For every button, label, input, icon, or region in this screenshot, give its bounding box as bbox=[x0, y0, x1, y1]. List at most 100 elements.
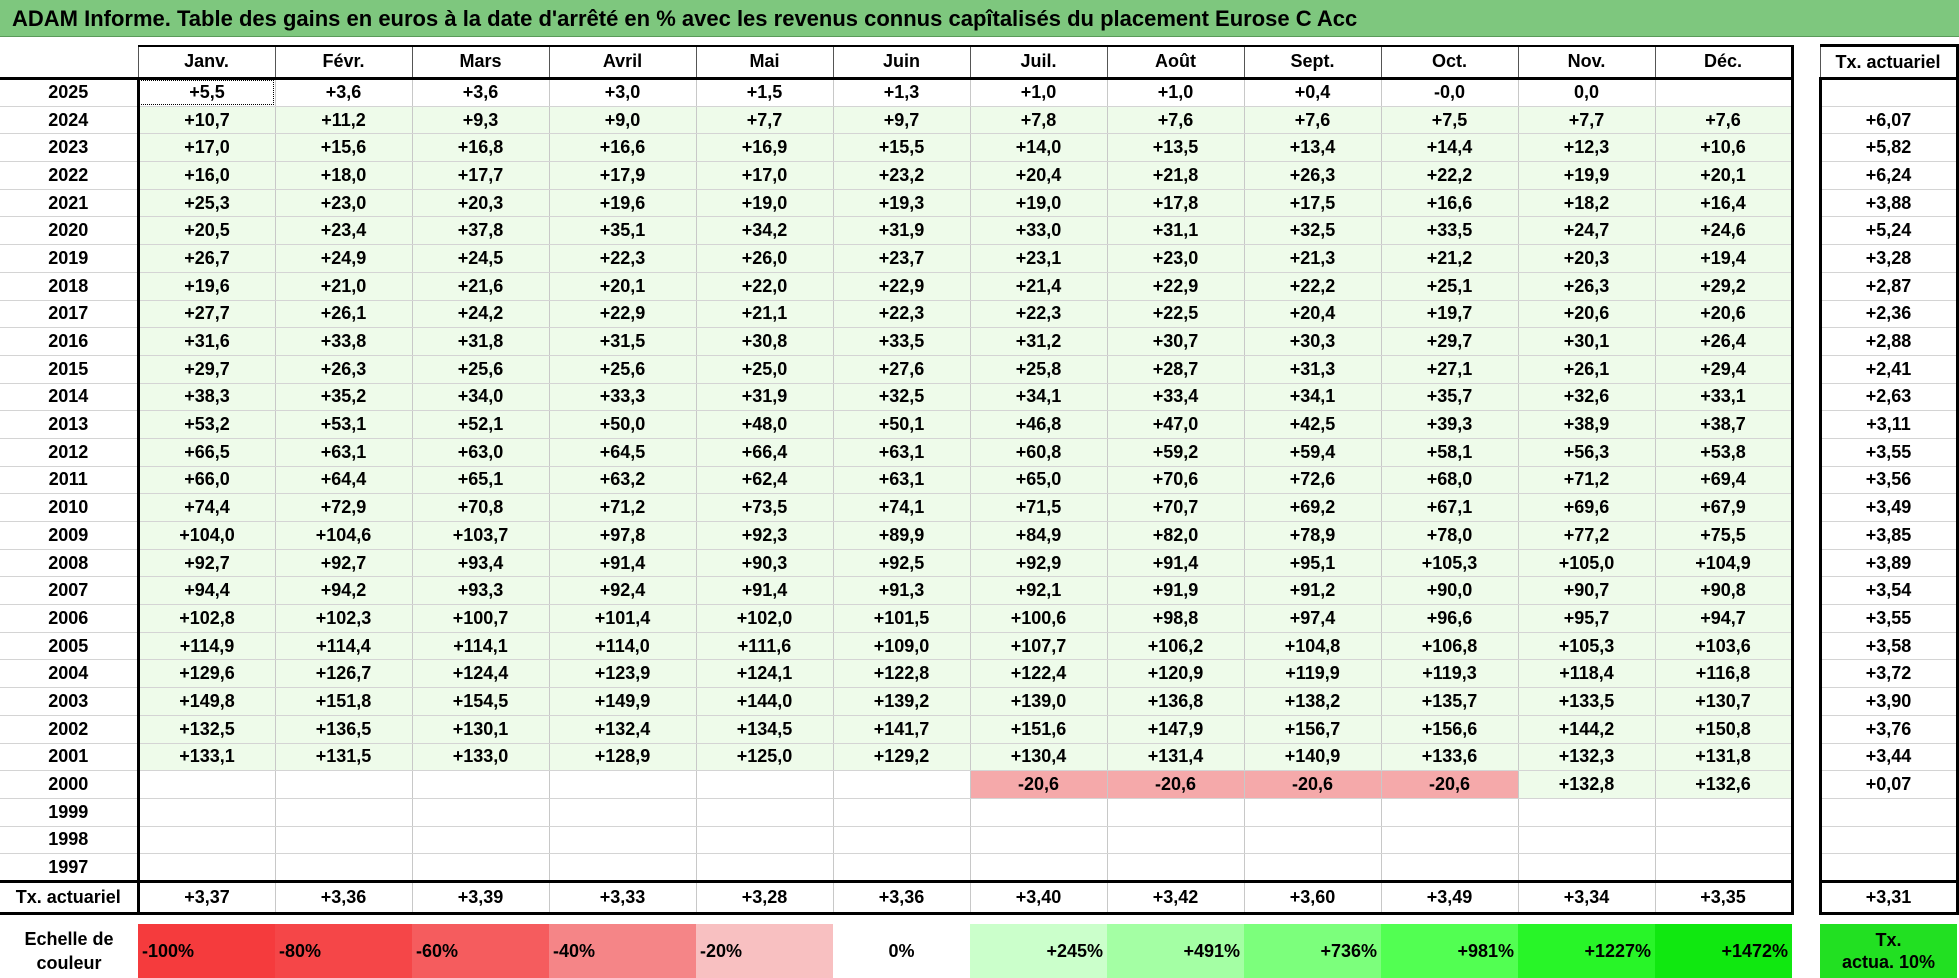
gain-cell[interactable]: +105,3 bbox=[1380, 549, 1518, 578]
gain-cell[interactable]: +141,7 bbox=[832, 715, 970, 744]
gain-cell[interactable]: +125,0 bbox=[695, 743, 833, 772]
gain-cell[interactable]: +151,6 bbox=[969, 715, 1107, 744]
gain-cell[interactable] bbox=[1654, 826, 1794, 855]
gain-cell[interactable]: +31,5 bbox=[548, 327, 696, 356]
gain-cell[interactable]: +23,0 bbox=[274, 189, 412, 218]
gain-cell[interactable]: +106,2 bbox=[1106, 632, 1244, 661]
gain-cell[interactable]: +25,6 bbox=[548, 355, 696, 384]
gain-cell[interactable]: +9,3 bbox=[411, 106, 549, 135]
footer-tx-cell[interactable]: +3,33 bbox=[548, 879, 696, 915]
tx-cell[interactable]: +6,07 bbox=[1818, 106, 1959, 135]
gain-cell[interactable]: +70,6 bbox=[1106, 466, 1244, 495]
gain-cell[interactable]: +19,4 bbox=[1654, 244, 1794, 273]
gain-cell[interactable]: +31,6 bbox=[136, 327, 275, 356]
gain-cell[interactable] bbox=[411, 826, 549, 855]
gain-cell[interactable] bbox=[548, 798, 696, 827]
gain-cell[interactable]: +114,4 bbox=[274, 632, 412, 661]
gain-cell[interactable]: +74,4 bbox=[136, 493, 275, 522]
gain-cell[interactable]: +7,7 bbox=[1517, 106, 1655, 135]
gain-cell[interactable]: +111,6 bbox=[695, 632, 833, 661]
gain-cell[interactable]: +11,2 bbox=[274, 106, 412, 135]
gain-cell[interactable]: +37,8 bbox=[411, 216, 549, 246]
gain-cell[interactable]: +123,9 bbox=[548, 659, 696, 689]
gain-cell[interactable]: +23,0 bbox=[1106, 244, 1244, 273]
gain-cell[interactable] bbox=[274, 770, 412, 799]
gain-cell[interactable]: +63,0 bbox=[411, 438, 549, 467]
gain-cell[interactable]: +26,7 bbox=[136, 244, 275, 273]
gain-cell[interactable]: +5,5 bbox=[136, 78, 275, 107]
gain-cell[interactable]: +20,5 bbox=[136, 216, 275, 246]
tx-cell[interactable]: +3,90 bbox=[1818, 687, 1959, 716]
gain-cell[interactable]: +59,4 bbox=[1243, 438, 1381, 467]
gain-cell[interactable]: +46,8 bbox=[969, 410, 1107, 439]
gain-cell[interactable] bbox=[695, 826, 833, 855]
gain-cell[interactable]: +92,1 bbox=[969, 576, 1107, 606]
gain-cell[interactable]: +124,1 bbox=[695, 659, 833, 689]
gain-cell[interactable]: +33,5 bbox=[1380, 216, 1518, 246]
gain-cell[interactable]: +90,8 bbox=[1654, 576, 1794, 606]
gain-cell[interactable]: +19,9 bbox=[1517, 161, 1655, 190]
tx-cell[interactable]: +3,88 bbox=[1818, 189, 1959, 218]
gain-cell[interactable]: +31,1 bbox=[1106, 216, 1244, 246]
gain-cell[interactable]: +19,7 bbox=[1380, 300, 1518, 329]
tx-cell[interactable]: +0,07 bbox=[1818, 770, 1959, 799]
gain-cell[interactable] bbox=[1106, 853, 1244, 882]
gain-cell[interactable]: +29,7 bbox=[1380, 327, 1518, 356]
gain-cell[interactable] bbox=[1380, 826, 1518, 855]
gain-cell[interactable] bbox=[1243, 798, 1381, 827]
gain-cell[interactable]: +29,7 bbox=[136, 355, 275, 384]
gain-cell[interactable]: +26,3 bbox=[274, 355, 412, 384]
gain-cell[interactable]: +133,0 bbox=[411, 743, 549, 772]
gain-cell[interactable]: +26,3 bbox=[1517, 272, 1655, 301]
gain-cell[interactable]: +31,9 bbox=[832, 216, 970, 246]
gain-cell[interactable]: +89,9 bbox=[832, 521, 970, 550]
gain-cell[interactable]: +149,9 bbox=[548, 687, 696, 716]
gain-cell[interactable] bbox=[969, 798, 1107, 827]
tx-cell[interactable]: +3,58 bbox=[1818, 632, 1959, 661]
gain-cell[interactable]: +20,1 bbox=[548, 272, 696, 301]
gain-cell[interactable]: +30,1 bbox=[1517, 327, 1655, 356]
tx-cell[interactable]: +3,44 bbox=[1818, 743, 1959, 772]
tx-cell[interactable]: +3,55 bbox=[1818, 438, 1959, 467]
gain-cell[interactable]: +72,6 bbox=[1243, 466, 1381, 495]
gain-cell[interactable]: +91,4 bbox=[1106, 549, 1244, 578]
gain-cell[interactable]: +9,0 bbox=[548, 106, 696, 135]
gain-cell[interactable]: +136,5 bbox=[274, 715, 412, 744]
footer-tx-cell[interactable]: +3,40 bbox=[969, 879, 1107, 915]
gain-cell[interactable]: +20,1 bbox=[1654, 161, 1794, 190]
gain-cell[interactable]: +31,2 bbox=[969, 327, 1107, 356]
gain-cell[interactable]: +90,0 bbox=[1380, 576, 1518, 606]
gain-cell[interactable]: +31,3 bbox=[1243, 355, 1381, 384]
gain-cell[interactable]: +7,8 bbox=[969, 106, 1107, 135]
gain-cell[interactable]: +1,3 bbox=[832, 78, 970, 107]
gain-cell[interactable]: -20,6 bbox=[1243, 770, 1381, 799]
gain-cell[interactable]: +17,0 bbox=[136, 133, 275, 163]
gain-cell[interactable]: +1,0 bbox=[1106, 78, 1244, 107]
gain-cell[interactable] bbox=[1243, 826, 1381, 855]
gain-cell[interactable]: +140,9 bbox=[1243, 743, 1381, 772]
gain-cell[interactable]: +69,6 bbox=[1517, 493, 1655, 522]
gain-cell[interactable]: +92,3 bbox=[695, 521, 833, 550]
gain-cell[interactable]: +138,2 bbox=[1243, 687, 1381, 716]
gain-cell[interactable]: +94,4 bbox=[136, 576, 275, 606]
gain-cell[interactable]: +102,3 bbox=[274, 604, 412, 633]
gain-cell[interactable]: +27,6 bbox=[832, 355, 970, 384]
gain-cell[interactable]: 0,0 bbox=[1517, 78, 1655, 107]
gain-cell[interactable]: +114,9 bbox=[136, 632, 275, 661]
gain-cell[interactable]: +102,0 bbox=[695, 604, 833, 633]
gain-cell[interactable]: +94,7 bbox=[1654, 604, 1794, 633]
footer-tx-cell[interactable]: +3,36 bbox=[274, 879, 412, 915]
gain-cell[interactable]: +100,6 bbox=[969, 604, 1107, 633]
gain-cell[interactable]: +19,0 bbox=[969, 189, 1107, 218]
gain-cell[interactable]: +34,1 bbox=[969, 383, 1107, 412]
gain-cell[interactable]: +104,0 bbox=[136, 521, 275, 550]
gain-cell[interactable]: +38,3 bbox=[136, 383, 275, 412]
footer-tx-cell[interactable]: +3,39 bbox=[411, 879, 549, 915]
gain-cell[interactable]: +72,9 bbox=[274, 493, 412, 522]
tx-cell[interactable]: +3,11 bbox=[1818, 410, 1959, 439]
gain-cell[interactable]: +94,2 bbox=[274, 576, 412, 606]
tx-cell[interactable] bbox=[1818, 798, 1959, 827]
gain-cell[interactable]: +75,5 bbox=[1654, 521, 1794, 550]
gain-cell[interactable]: +136,8 bbox=[1106, 687, 1244, 716]
gain-cell[interactable]: +20,6 bbox=[1517, 300, 1655, 329]
